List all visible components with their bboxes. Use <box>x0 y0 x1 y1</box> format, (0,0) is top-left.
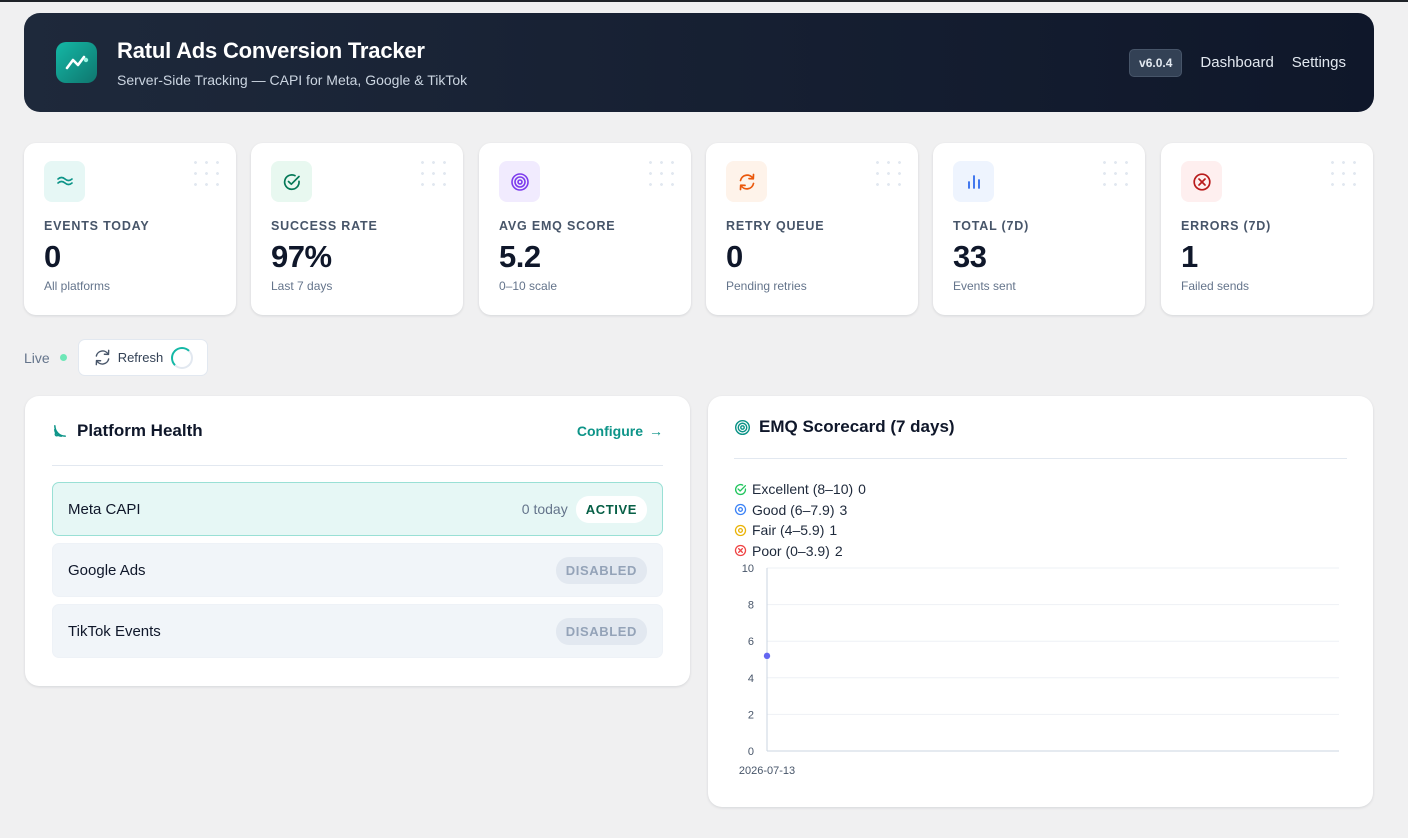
activity-line-icon <box>65 55 88 69</box>
stat-sub: 0–10 scale <box>499 279 558 293</box>
stat-value: 5.2 <box>499 239 541 274</box>
legend-item-poor: Poor (0–3.9) 2 <box>734 541 1347 562</box>
emq-scorecard-panel: EMQ Scorecard (7 days) Excellent (8–10) … <box>708 396 1373 807</box>
y-tick-label: 4 <box>748 673 754 685</box>
x-circle-icon <box>734 545 747 557</box>
live-indicator-dot <box>59 354 67 361</box>
stat-sub: Last 7 days <box>271 279 333 293</box>
platform-name: Google Ads <box>68 561 146 579</box>
decorative-dots <box>1327 157 1359 189</box>
emq-chart: 0 2 4 6 8 10 2026-07-13 <box>739 563 1339 777</box>
legend-count: 3 <box>839 501 848 518</box>
x-circle-icon <box>1181 161 1222 202</box>
y-tick-label: 10 <box>742 563 754 575</box>
check-circle-icon <box>734 483 747 495</box>
loading-spinner-icon <box>171 346 194 369</box>
decorative-dots <box>645 157 677 189</box>
stat-value: 97% <box>271 239 332 274</box>
version-badge: v6.0.4 <box>1129 48 1183 77</box>
stat-sub: Pending retries <box>726 279 807 293</box>
app-header: Ratul Ads Conversion Tracker Server-Side… <box>24 13 1374 112</box>
decorative-dots <box>872 157 904 189</box>
platform-row-tiktok[interactable]: TikTok Events DISABLED <box>52 604 663 658</box>
stat-sub: Failed sends <box>1181 279 1250 293</box>
status-badge: DISABLED <box>555 617 647 645</box>
legend-count: 2 <box>834 542 843 559</box>
emq-legend: Excellent (8–10) 0 Good (6–7.9) 3 Fair (… <box>734 479 1347 561</box>
stat-card-events-today: EVENTS TODAY 0 All platforms <box>24 143 236 315</box>
stat-sub: Events sent <box>953 279 1016 293</box>
decorative-dots <box>190 157 222 189</box>
platform-name: TikTok Events <box>68 622 161 640</box>
live-status-row: Live Refresh <box>24 339 209 376</box>
stat-value: 0 <box>44 239 61 274</box>
bar-chart-icon <box>953 161 994 202</box>
refresh-icon <box>95 349 110 366</box>
legend-label: Poor (0–3.9) <box>752 542 830 559</box>
legend-label: Good (6–7.9) <box>752 501 835 518</box>
stat-label: RETRY QUEUE <box>726 219 825 233</box>
panel-title: EMQ Scorecard (7 days) <box>759 417 955 436</box>
refresh-button[interactable]: Refresh <box>77 339 209 376</box>
status-badge: DISABLED <box>555 556 647 584</box>
live-label: Live <box>24 349 50 366</box>
platform-row-google[interactable]: Google Ads DISABLED <box>52 543 663 597</box>
legend-count: 0 <box>858 481 866 498</box>
refresh-label: Refresh <box>117 350 164 365</box>
legend-item-excellent: Excellent (8–10) 0 <box>734 479 1347 500</box>
signal-icon <box>54 425 66 437</box>
target-icon <box>499 161 540 202</box>
check-circle-icon <box>271 161 312 202</box>
nav-settings[interactable]: Settings <box>1291 54 1346 71</box>
stat-value: 33 <box>953 239 987 274</box>
decorative-dots <box>1099 157 1131 189</box>
status-badge: ACTIVE <box>575 495 647 523</box>
app-logo <box>56 42 97 83</box>
legend-label: Excellent (8–10) <box>752 481 854 498</box>
legend-label: Fair (4–5.9) <box>752 522 825 539</box>
stat-value: 0 <box>726 239 743 274</box>
legend-item-good: Good (6–7.9) 3 <box>734 500 1347 521</box>
platform-name: Meta CAPI <box>68 500 141 518</box>
decorative-dots <box>417 157 449 189</box>
stat-sub: All platforms <box>44 279 111 293</box>
y-tick-label: 8 <box>748 600 754 612</box>
stat-card-avg-emq: AVG EMQ SCORE 5.2 0–10 scale <box>479 143 691 315</box>
waves-icon <box>44 161 85 202</box>
target-icon <box>734 419 751 435</box>
stat-card-success-rate: SUCCESS RATE 97% Last 7 days <box>251 143 463 315</box>
legend-count: 1 <box>829 522 838 539</box>
stat-label: AVG EMQ SCORE <box>499 219 616 233</box>
stat-label: ERRORS (7D) <box>1181 219 1272 233</box>
refresh-icon <box>726 161 767 202</box>
configure-link[interactable]: Configure → <box>577 423 663 439</box>
y-tick-label: 6 <box>748 636 754 648</box>
data-point <box>763 652 771 660</box>
platform-count: 0 today <box>521 501 568 517</box>
nav-dashboard[interactable]: Dashboard <box>1200 54 1274 71</box>
platform-health-panel: Platform Health Configure → Meta CAPI 0 … <box>25 396 690 686</box>
app-subtitle: Server-Side Tracking — CAPI for Meta, Go… <box>117 71 468 88</box>
stat-label: TOTAL (7D) <box>953 219 1030 233</box>
target-icon <box>734 524 747 536</box>
arrow-right-icon: → <box>649 422 663 439</box>
stat-card-retry-queue: RETRY QUEUE 0 Pending retries <box>706 143 918 315</box>
y-tick-label: 0 <box>748 746 754 758</box>
x-tick-label: 2026-07-13 <box>739 765 795 777</box>
stat-label: EVENTS TODAY <box>44 219 150 233</box>
panel-title: Platform Health <box>77 420 203 440</box>
stat-card-errors-7d: ERRORS (7D) 1 Failed sends <box>1161 143 1373 315</box>
configure-label: Configure <box>576 422 643 439</box>
legend-item-fair: Fair (4–5.9) 1 <box>734 520 1347 541</box>
platform-row-meta[interactable]: Meta CAPI 0 today ACTIVE <box>52 482 663 536</box>
y-tick-label: 2 <box>748 709 754 721</box>
stat-card-total-7d: TOTAL (7D) 33 Events sent <box>933 143 1145 315</box>
target-icon <box>734 504 747 516</box>
stat-label: SUCCESS RATE <box>271 219 378 233</box>
app-title: Ratul Ads Conversion Tracker <box>117 37 425 63</box>
stat-value: 1 <box>1181 239 1198 274</box>
